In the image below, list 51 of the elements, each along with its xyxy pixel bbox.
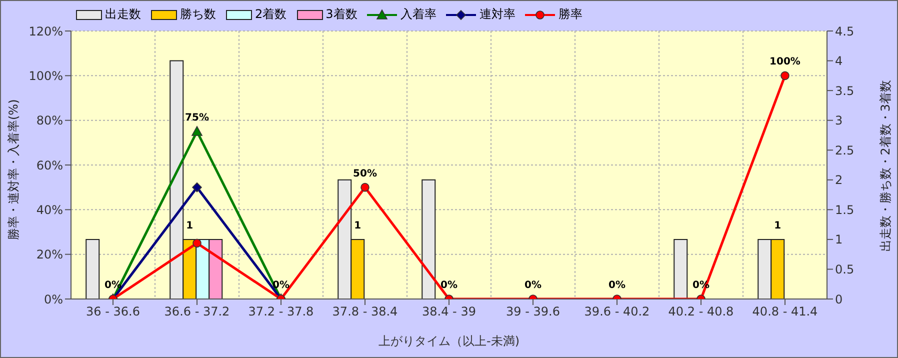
y2-tick-label: 4.5: [835, 24, 854, 38]
legend-label: 出走数: [104, 6, 141, 23]
y-tick-label: 120%: [28, 24, 63, 38]
data-label: 75%: [185, 112, 209, 124]
x-tick-label: 38.4 - 39: [422, 304, 476, 319]
y2-tick-label: 1: [835, 232, 843, 247]
legend-label: 3着数: [324, 6, 358, 23]
point: [780, 71, 790, 80]
x-tick-label: 39 - 39.6: [506, 304, 560, 319]
legend-label: 連対率: [478, 6, 516, 23]
data-label: 1: [774, 220, 782, 232]
bar: [674, 238, 688, 299]
data-label: 1: [186, 220, 194, 232]
y2-tick-label: 2.5: [835, 143, 854, 158]
y-tick-label: 40%: [36, 202, 63, 217]
x-tick-label: 36 - 36.6: [86, 304, 140, 319]
y-tick-label: 0%: [44, 292, 63, 306]
y-tick-label: 20%: [36, 248, 63, 262]
data-label: 100%: [770, 56, 800, 68]
y2-tick-label: 3: [835, 114, 843, 128]
bar: [86, 238, 100, 299]
y2-axis-title: 出走数・勝ち数・2着数・3着数: [878, 80, 892, 252]
bar: [422, 179, 436, 299]
x-tick-label: 37.2 - 37.8: [248, 304, 314, 319]
y2-tick-label: 3.5: [835, 84, 854, 98]
y-tick-label: 60%: [36, 158, 63, 172]
data-label: 0%: [524, 280, 542, 291]
y2-tick-label: 0: [835, 292, 843, 306]
legend-label: 入着率: [399, 6, 436, 23]
y-axis-title: 勝率・連対率・入着率(%): [6, 99, 20, 240]
y2-tick-label: 2: [835, 173, 843, 188]
y2-tick-label: 1.5: [835, 202, 854, 217]
x-tick-label: 37.8 - 38.4: [332, 304, 398, 319]
legend-label: 勝率: [557, 6, 582, 23]
data-label: 50%: [353, 168, 377, 180]
legend-label: 2着数: [254, 6, 287, 23]
data-label: 0%: [440, 280, 458, 291]
x-tick-label: 36.6 - 37.2: [164, 304, 230, 319]
data-label: 1: [354, 220, 362, 232]
y2-tick-label: 4: [835, 54, 843, 68]
legend-label: 勝ち数: [179, 6, 216, 23]
point: [192, 182, 202, 192]
y2-tick-label: 0.5: [835, 262, 854, 276]
y-tick-label: 80%: [36, 114, 63, 128]
x-axis-title: 上がりタイム（以上-未満): [378, 334, 520, 348]
data-label: 0%: [608, 280, 626, 291]
x-tick-label: 39.6 - 40.2: [584, 304, 650, 319]
x-tick-label: 40.8 - 41.4: [752, 304, 818, 319]
x-tick-label: 40.2 - 40.8: [668, 304, 734, 319]
y-tick-label: 100%: [28, 68, 63, 83]
point: [360, 182, 370, 192]
